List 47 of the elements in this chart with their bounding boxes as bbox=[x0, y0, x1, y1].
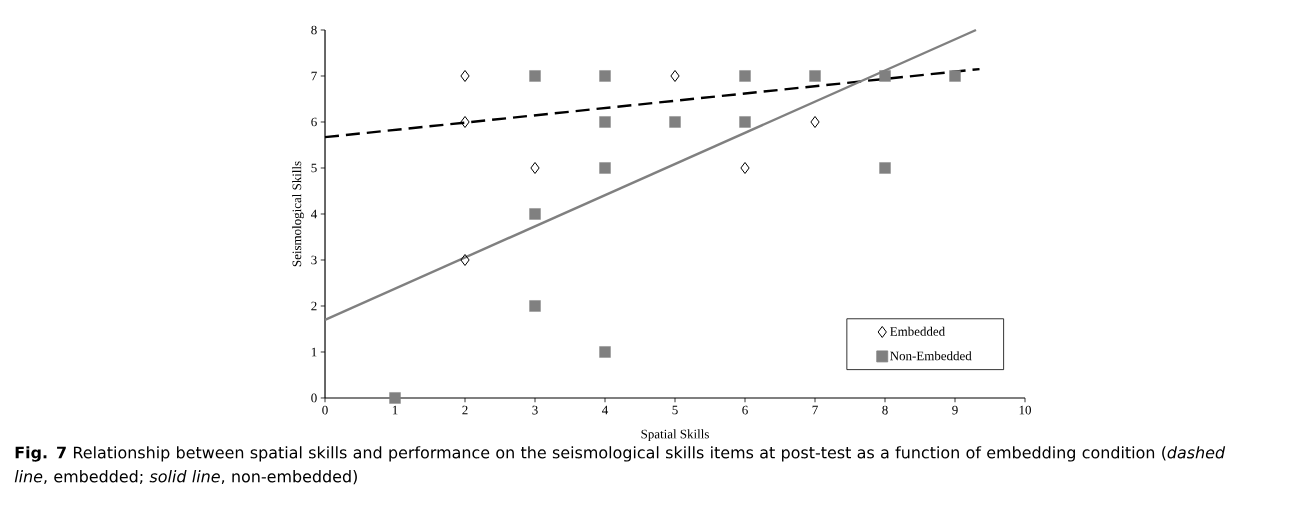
y-tick-label: 8 bbox=[311, 25, 317, 35]
y-tick-label: 6 bbox=[311, 117, 317, 127]
x-tick-label: 7 bbox=[812, 405, 818, 415]
text: Fig. 7 Relationship between spatial skills and performance on the seismological skills items at post-test as a function of embedding condition (dashed line, embedded; solid line, non-embedded) bbox=[14, 446, 1226, 485]
point bbox=[810, 115, 820, 128]
x-tick-label: 5 bbox=[672, 405, 678, 415]
y-tick-label: 4 bbox=[311, 209, 318, 219]
y-tick-label: 0 bbox=[311, 393, 317, 403]
point bbox=[879, 162, 891, 174]
x-tick-label: 0 bbox=[322, 405, 328, 415]
y-tick-label: 5 bbox=[311, 163, 317, 173]
x-tick-label: 8 bbox=[882, 405, 888, 415]
point bbox=[460, 115, 470, 128]
point bbox=[670, 69, 680, 82]
x-tick-label: 2 bbox=[462, 405, 468, 415]
y-tick-label: 1 bbox=[311, 347, 317, 357]
point bbox=[530, 161, 540, 174]
point bbox=[529, 70, 541, 82]
y-axis-title: Seismological Skills bbox=[292, 161, 304, 267]
point bbox=[739, 116, 751, 128]
x-tick-label: 6 bbox=[742, 405, 748, 415]
point bbox=[740, 161, 750, 174]
point bbox=[599, 116, 611, 128]
point bbox=[460, 69, 470, 82]
point bbox=[460, 253, 470, 266]
x-tick-label: 9 bbox=[952, 405, 958, 415]
x-tick-label: 3 bbox=[532, 405, 538, 415]
legend-label: Non-Embedded bbox=[890, 351, 972, 361]
x-tick-label: 4 bbox=[602, 405, 609, 415]
point bbox=[809, 70, 821, 82]
point bbox=[949, 70, 961, 82]
y-tick-label: 2 bbox=[311, 301, 317, 311]
point bbox=[739, 70, 751, 82]
y-tick-label: 7 bbox=[311, 71, 317, 81]
point bbox=[529, 300, 541, 312]
point bbox=[669, 116, 681, 128]
point bbox=[599, 346, 611, 358]
point bbox=[879, 70, 891, 82]
point bbox=[599, 162, 611, 174]
y-tick-label: 3 bbox=[311, 255, 317, 265]
point bbox=[529, 208, 541, 220]
legend-label: Embedded bbox=[890, 326, 945, 336]
point bbox=[599, 70, 611, 82]
x-tick-label: 1 bbox=[392, 405, 398, 415]
point bbox=[389, 392, 401, 404]
x-tick-label: 10 bbox=[1019, 405, 1031, 415]
x-axis-title: Spatial Skills bbox=[641, 429, 709, 442]
